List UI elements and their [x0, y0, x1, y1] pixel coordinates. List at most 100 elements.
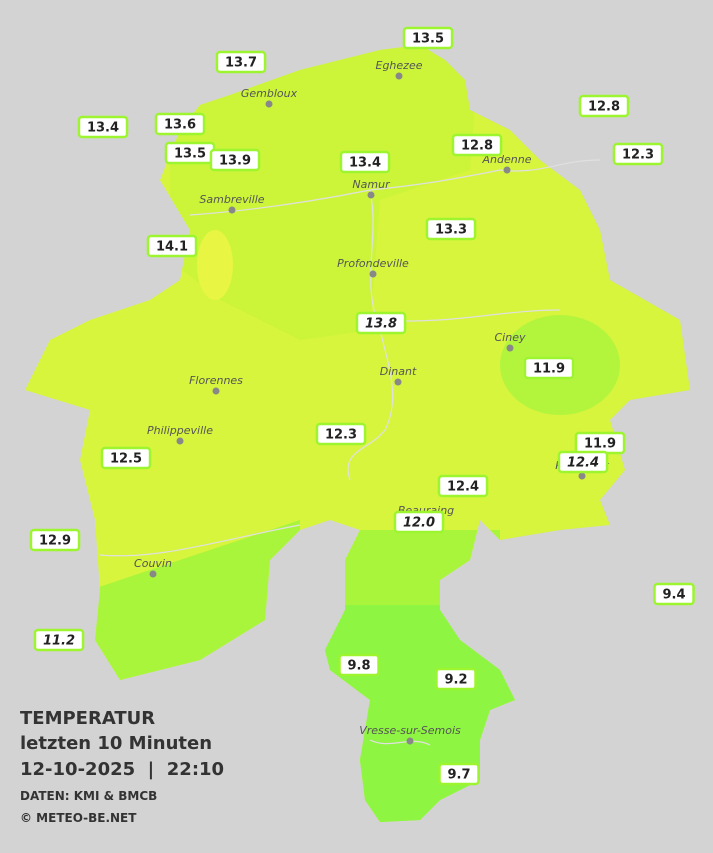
- station-box: [425, 217, 477, 241]
- station: 13.4: [339, 150, 391, 174]
- station: 9.7: [438, 762, 480, 786]
- town-label: Couvin: [134, 557, 172, 570]
- station-box: [338, 653, 380, 677]
- station-box: [29, 528, 81, 552]
- station-box: [438, 762, 480, 786]
- station-box: [315, 422, 367, 446]
- town-dot: [503, 166, 511, 174]
- town-dot: [578, 472, 586, 480]
- town-label: Gembloux: [241, 87, 298, 100]
- town-dot: [406, 737, 414, 745]
- station-label: 13.4: [349, 156, 381, 171]
- station-box: [435, 667, 477, 691]
- station-box: [77, 115, 129, 139]
- town-label: Eghezee: [376, 59, 423, 72]
- station: 13.5: [164, 141, 216, 165]
- station: 13.7: [215, 50, 267, 74]
- station: 12.9: [29, 528, 81, 552]
- station-label: 11.9: [533, 362, 565, 377]
- station: 12.5: [100, 446, 152, 470]
- station: 12.8: [578, 94, 630, 118]
- station-label: 13.7: [225, 56, 257, 71]
- town-label: Ciney: [495, 331, 526, 344]
- town-label: Vresse-sur-Semois: [359, 724, 461, 737]
- station: 11.2: [33, 628, 85, 652]
- station-box: [402, 26, 454, 50]
- station: 13.4: [77, 115, 129, 139]
- station-label: 12.0: [403, 516, 435, 531]
- station-label: 12.3: [325, 428, 357, 443]
- station-box: [100, 446, 152, 470]
- station-label: 12.8: [588, 100, 620, 115]
- town-dot: [228, 206, 236, 214]
- town-label: Dinant: [380, 365, 417, 378]
- town-dot: [212, 387, 220, 395]
- station: 12.4: [437, 474, 489, 498]
- station-box: [437, 474, 489, 498]
- station-box: [612, 142, 664, 166]
- station-label: 13.3: [435, 223, 467, 238]
- town-dot: [265, 100, 273, 108]
- station-label: 13.5: [412, 32, 444, 47]
- station: 14.1: [146, 234, 198, 258]
- town-label: Philippeville: [147, 424, 213, 437]
- station: 13.9: [209, 148, 261, 172]
- station-label: 9.4: [662, 588, 685, 603]
- station-label: 11.9: [584, 437, 616, 452]
- station-label: 13.9: [219, 154, 251, 169]
- station-label: 14.1: [156, 240, 188, 255]
- station-box: [33, 628, 85, 652]
- station: 9.8: [338, 653, 380, 677]
- station: 9.4: [653, 582, 695, 606]
- station: 9.2: [435, 667, 477, 691]
- town-dot: [367, 191, 375, 199]
- station-box: [209, 148, 261, 172]
- station-box: [355, 311, 407, 335]
- station-box: [557, 450, 609, 474]
- station-box: [146, 234, 198, 258]
- town-label: Florennes: [189, 374, 243, 387]
- station-box: [215, 50, 267, 74]
- town-dot: [395, 72, 403, 80]
- station-label: 12.9: [39, 534, 71, 549]
- station: 12.4: [557, 450, 609, 474]
- station-box: [523, 356, 575, 380]
- station-box: [393, 510, 445, 534]
- station-label: 13.4: [87, 121, 119, 136]
- station-label: 13.6: [164, 118, 196, 133]
- town-label: Sambreville: [199, 193, 264, 206]
- town-dot: [149, 570, 157, 578]
- station-label: 9.7: [447, 768, 470, 783]
- caption-copyright: © METEO-BE.NET: [20, 811, 137, 825]
- caption-subtitle: letzten 10 Minuten: [20, 733, 212, 754]
- station-box: [154, 112, 206, 136]
- caption-source: DATEN: KMI & BMCB: [20, 789, 157, 803]
- town-dot: [369, 270, 377, 278]
- station: 12.8: [451, 133, 503, 157]
- station-label: 12.4: [447, 480, 479, 495]
- station-label: 12.8: [461, 139, 493, 154]
- station: 13.5: [402, 26, 454, 50]
- caption-title: TEMPERATUR: [20, 708, 155, 729]
- rivers: [99, 159, 601, 746]
- station-label: 13.8: [365, 317, 397, 332]
- station-label: 9.2: [444, 673, 467, 688]
- town-dot: [176, 437, 184, 445]
- town-dot: [394, 378, 402, 386]
- station-box: [339, 150, 391, 174]
- station: 13.6: [154, 112, 206, 136]
- station-box: [578, 94, 630, 118]
- station: 12.3: [612, 142, 664, 166]
- station-box: [653, 582, 695, 606]
- station: 13.3: [425, 217, 477, 241]
- town-dot: [506, 344, 514, 352]
- station-label: 11.2: [43, 634, 75, 649]
- station-box: [451, 133, 503, 157]
- station: 12.0: [393, 510, 445, 534]
- station: 11.9: [574, 431, 626, 455]
- station-label: 13.5: [174, 147, 206, 162]
- station-label: 12.5: [110, 452, 142, 467]
- town-label: Profondeville: [337, 257, 409, 270]
- station: 11.9: [523, 356, 575, 380]
